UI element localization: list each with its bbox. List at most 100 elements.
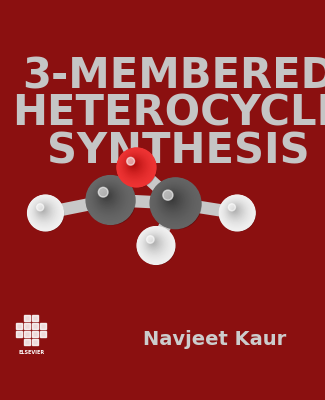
Circle shape <box>138 228 174 263</box>
Circle shape <box>119 150 153 184</box>
Circle shape <box>138 228 173 263</box>
Circle shape <box>150 239 157 246</box>
Circle shape <box>33 200 56 223</box>
Circle shape <box>228 204 235 211</box>
Circle shape <box>100 189 115 205</box>
Circle shape <box>162 190 183 210</box>
Text: Navjeet Kaur: Navjeet Kaur <box>143 330 286 349</box>
Circle shape <box>143 233 166 255</box>
Circle shape <box>36 204 44 211</box>
Circle shape <box>223 199 250 226</box>
Circle shape <box>104 193 109 198</box>
Circle shape <box>98 188 117 206</box>
Circle shape <box>151 240 155 244</box>
Circle shape <box>34 202 53 221</box>
Circle shape <box>122 153 149 180</box>
Circle shape <box>88 177 133 222</box>
Circle shape <box>153 180 197 225</box>
Circle shape <box>42 209 43 210</box>
Circle shape <box>95 184 123 212</box>
Circle shape <box>229 205 241 216</box>
Circle shape <box>90 180 129 218</box>
Text: 3-MEMBERED: 3-MEMBERED <box>22 56 325 98</box>
Circle shape <box>123 154 147 178</box>
Circle shape <box>166 194 178 205</box>
Circle shape <box>170 197 173 200</box>
Circle shape <box>148 238 159 248</box>
Circle shape <box>36 204 51 218</box>
Circle shape <box>119 150 156 187</box>
Circle shape <box>39 206 46 214</box>
Circle shape <box>128 159 140 171</box>
Circle shape <box>119 150 154 185</box>
Circle shape <box>35 202 53 220</box>
Text: ELSEVIER: ELSEVIER <box>19 350 45 356</box>
Bar <box>16 323 22 329</box>
Circle shape <box>131 162 136 166</box>
Circle shape <box>89 178 131 221</box>
Circle shape <box>118 149 154 185</box>
Circle shape <box>139 229 175 264</box>
Circle shape <box>137 227 175 264</box>
Circle shape <box>222 197 252 228</box>
Circle shape <box>148 237 159 248</box>
Circle shape <box>117 148 156 187</box>
Circle shape <box>147 236 162 251</box>
Circle shape <box>121 152 151 182</box>
Circle shape <box>95 184 122 211</box>
Circle shape <box>152 180 199 226</box>
Circle shape <box>126 156 143 174</box>
Circle shape <box>104 193 110 199</box>
Circle shape <box>144 234 165 254</box>
Circle shape <box>35 203 52 220</box>
Bar <box>32 331 38 337</box>
Circle shape <box>132 162 135 165</box>
Circle shape <box>103 192 111 200</box>
Circle shape <box>37 204 50 217</box>
Bar <box>40 323 46 329</box>
Bar <box>32 323 38 329</box>
Circle shape <box>30 197 60 228</box>
Circle shape <box>153 181 196 224</box>
Circle shape <box>122 153 149 179</box>
Circle shape <box>147 236 154 243</box>
Circle shape <box>231 206 239 214</box>
Circle shape <box>142 232 168 257</box>
Circle shape <box>164 191 181 209</box>
Circle shape <box>140 230 170 260</box>
Circle shape <box>101 190 114 203</box>
Circle shape <box>41 208 45 212</box>
Circle shape <box>40 207 46 213</box>
Circle shape <box>158 186 189 217</box>
Circle shape <box>230 206 240 215</box>
Circle shape <box>127 158 141 172</box>
Circle shape <box>87 176 134 224</box>
Circle shape <box>38 205 49 216</box>
Circle shape <box>165 192 180 207</box>
Circle shape <box>119 150 152 184</box>
Circle shape <box>90 179 130 219</box>
Circle shape <box>139 228 173 262</box>
Circle shape <box>170 198 172 199</box>
Circle shape <box>234 209 235 210</box>
Circle shape <box>160 188 187 214</box>
Circle shape <box>233 208 236 211</box>
Circle shape <box>89 178 131 220</box>
Circle shape <box>222 198 252 227</box>
Circle shape <box>93 182 125 215</box>
Circle shape <box>150 239 157 246</box>
Circle shape <box>30 197 64 231</box>
Circle shape <box>161 188 186 213</box>
Circle shape <box>157 184 191 219</box>
Circle shape <box>92 182 126 216</box>
Circle shape <box>233 209 235 210</box>
Circle shape <box>121 152 150 181</box>
Circle shape <box>30 198 60 227</box>
Circle shape <box>30 197 61 228</box>
Circle shape <box>162 190 184 211</box>
Circle shape <box>145 234 163 252</box>
Circle shape <box>129 159 139 170</box>
Circle shape <box>99 188 116 205</box>
Circle shape <box>131 162 135 166</box>
Circle shape <box>164 192 181 208</box>
